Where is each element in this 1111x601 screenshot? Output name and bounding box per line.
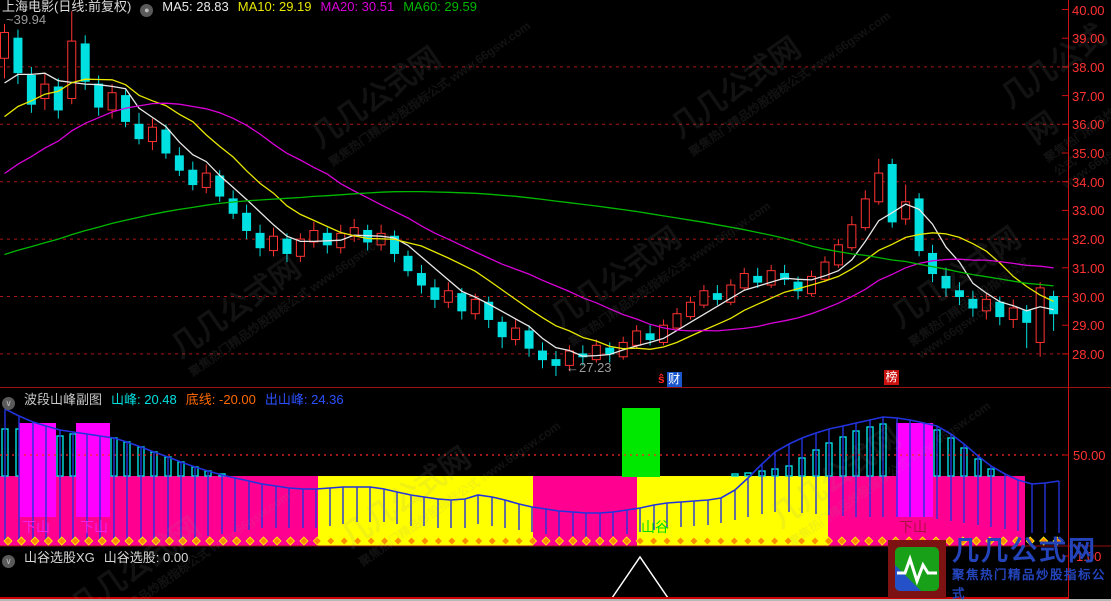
brand-name: 几几公式网 [952, 536, 1097, 566]
y-axis-label: 33.00 [1072, 203, 1105, 219]
peak-value: 山峰: 20.48 [111, 392, 177, 407]
zone-label: 山谷 [641, 519, 669, 535]
mid-indicator-name: 波段山峰副图 [24, 392, 103, 407]
zone-label: 下山 [899, 519, 927, 535]
window-bottom-edge [0, 599, 1111, 601]
bottom-indicator-name: 山谷选股XG [24, 550, 95, 565]
wealth-badge: 财 [666, 372, 682, 387]
y-axis-label: 31.00 [1072, 260, 1105, 276]
valley-signal-value: 山谷选股: 0.00 [103, 550, 189, 565]
ma5-value: MA5: 28.83 [162, 0, 229, 14]
mid-panel-header: ∨ 波段山峰副图 山峰: 20.48 底线: -20.00 出山峰: 24.36 [2, 389, 353, 410]
rank-char: 榜 [884, 370, 899, 385]
info-icon[interactable]: ● [140, 4, 154, 17]
y-axis-label: 39.00 [1072, 31, 1105, 47]
ma20-value: MA20: 30.51 [320, 0, 395, 14]
low-price-marker: ←27.23 [566, 360, 612, 375]
collapse-chevron-icon[interactable]: ∨ [2, 555, 15, 568]
high-price-marker: ~39.94 [6, 12, 47, 27]
out-peak-value: 出山峰: 24.36 [264, 392, 344, 407]
y-axis-label: 34.00 [1072, 174, 1105, 190]
y-axis-label: 36.00 [1072, 117, 1105, 133]
bottom-axis-label-1: 1.00 [1076, 549, 1102, 564]
price-axis-border [1068, 0, 1069, 599]
y-axis-label: 35.00 [1072, 146, 1105, 161]
y-axis-label: 37.00 [1072, 88, 1105, 104]
y-axis-label: 28.00 [1072, 346, 1105, 362]
zone-label: 下山 [80, 519, 108, 535]
y-axis-label: 40.00 [1072, 2, 1105, 18]
y-axis-label: 30.00 [1072, 289, 1105, 305]
y-axis-label: 38.00 [1072, 59, 1105, 75]
mid-axis-label-50: 50.00 [1073, 448, 1106, 463]
dollar-icon: ŝ [658, 372, 665, 386]
ma60-value: MA60: 29.59 [403, 0, 477, 14]
site-watermark-logo: 几几公式网 聚焦热门精品炒股指标公式 www.66gsw.com [888, 538, 1111, 601]
main-candlestick-chart[interactable] [0, 0, 1111, 389]
zone-label: 下山 [22, 519, 50, 535]
rank-badge[interactable]: 榜 [884, 370, 899, 385]
bottom-panel-header: ∨ 山谷选股XG 山谷选股: 0.00 [2, 547, 197, 568]
floor-value: 底线: -20.00 [185, 392, 256, 407]
y-axis-label: 29.00 [1072, 318, 1105, 334]
main-chart-header: 上海电影(日线:前复权) ● MA5: 28.83 MA10: 29.19 MA20: … [2, 0, 486, 17]
ma10-value: MA10: 29.19 [237, 0, 312, 14]
brand-logo-icon [888, 540, 946, 598]
collapse-chevron-icon[interactable]: ∨ [2, 397, 15, 410]
stock-title: 上海电影(日线:前复权) [2, 0, 132, 14]
y-axis-label: 32.00 [1072, 232, 1105, 248]
brand-slogan: 聚焦热门精品炒股指标公式 [952, 568, 1107, 601]
